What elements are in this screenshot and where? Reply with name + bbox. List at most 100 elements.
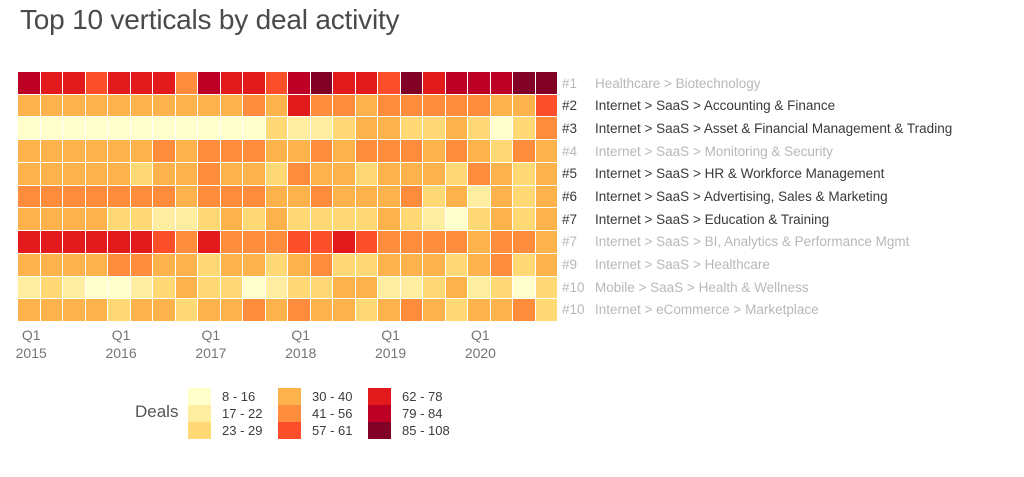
- heatmap-cell: [108, 117, 130, 140]
- legend-swatch: [188, 405, 211, 422]
- row-vertical-name: Internet > SaaS > BI, Analytics & Perfor…: [595, 234, 910, 250]
- heatmap-cell: [153, 208, 175, 231]
- heatmap-cell: [175, 231, 197, 253]
- heatmap-cell: [535, 185, 557, 208]
- heatmap-cell: [445, 276, 467, 299]
- row-vertical-name: Internet > eCommerce > Marketplace: [595, 302, 819, 318]
- heatmap-cell: [265, 208, 287, 231]
- row-rank: #7: [562, 234, 578, 250]
- x-axis-tick: Q1 2019: [374, 327, 407, 361]
- legend: Deals 8 - 16 17 - 22 23 - 29 30 - 40 41 - 56…: [0, 386, 560, 456]
- row-vertical-name: Internet > SaaS > Monitoring & Security: [595, 143, 833, 159]
- heatmap-cell: [310, 208, 332, 231]
- heatmap-cell: [333, 253, 355, 276]
- legend-range: 30 - 40: [312, 389, 353, 404]
- heatmap-cell: [175, 162, 197, 185]
- heatmap-cell: [490, 231, 512, 253]
- heatmap-cell: [468, 276, 490, 299]
- heatmap-cell: [423, 94, 445, 117]
- heatmap-cell: [490, 185, 512, 208]
- heatmap-cell: [468, 140, 490, 162]
- heatmap-cell: [535, 72, 557, 94]
- heatmap-cell: [535, 208, 557, 231]
- heatmap-cell: [378, 72, 400, 94]
- heatmap-cell: [85, 140, 107, 162]
- heatmap-cell: [18, 140, 40, 162]
- heatmap-cell: [85, 299, 107, 321]
- heatmap-cell: [175, 72, 197, 94]
- heatmap-cell: [423, 231, 445, 253]
- heatmap-cell: [40, 231, 62, 253]
- heatmap-cell: [243, 185, 265, 208]
- heatmap-cell: [288, 140, 310, 162]
- heatmap-cell: [18, 208, 40, 231]
- heatmap-cell: [108, 276, 130, 299]
- heatmap-cell: [85, 253, 107, 276]
- row-label: #7 Internet > SaaS > Education & Training: [562, 208, 952, 231]
- heatmap-cell: [378, 185, 400, 208]
- heatmap-cell: [243, 162, 265, 185]
- heatmap-cell: [288, 208, 310, 231]
- row-rank: #5: [562, 166, 578, 182]
- heatmap-cell: [400, 185, 422, 208]
- heatmap-cell: [288, 231, 310, 253]
- heatmap-cell: [490, 162, 512, 185]
- heatmap-cell: [355, 276, 377, 299]
- row-vertical-name: Internet > SaaS > HR & Workforce Managem…: [595, 166, 885, 182]
- heatmap-cell: [468, 162, 490, 185]
- heatmap-cell: [423, 185, 445, 208]
- heatmap-cell: [153, 162, 175, 185]
- heatmap-cell: [18, 117, 40, 140]
- heatmap-cell: [513, 94, 535, 117]
- heatmap-cell: [400, 94, 422, 117]
- heatmap-cell: [243, 94, 265, 117]
- heatmap-cell: [130, 94, 152, 117]
- heatmap-cell: [310, 72, 332, 94]
- heatmap-cell: [153, 231, 175, 253]
- heatmap-cell: [333, 231, 355, 253]
- legend-swatch: [278, 422, 301, 439]
- row-label: #2 Internet > SaaS > Accounting & Finance: [562, 95, 952, 118]
- heatmap-cell: [400, 140, 422, 162]
- heatmap-cell: [355, 185, 377, 208]
- heatmap-cell: [153, 140, 175, 162]
- heatmap-cell: [423, 299, 445, 321]
- heatmap-cell: [400, 253, 422, 276]
- row-rank: #3: [562, 121, 578, 137]
- heatmap-cell: [153, 185, 175, 208]
- heatmap-cell: [198, 253, 220, 276]
- x-axis-tick: Q1 2017: [195, 327, 227, 361]
- heatmap-cell: [535, 94, 557, 117]
- heatmap-cell: [175, 253, 197, 276]
- heatmap-cell: [85, 185, 107, 208]
- row-rank: #4: [562, 143, 578, 159]
- heatmap-cell: [513, 231, 535, 253]
- heatmap-cell: [63, 253, 85, 276]
- heatmap-cell: [130, 117, 152, 140]
- heatmap-cell: [108, 72, 130, 94]
- heatmap-cell: [175, 140, 197, 162]
- heatmap-cell: [198, 185, 220, 208]
- heatmap-cell: [288, 72, 310, 94]
- heatmap-cell: [175, 299, 197, 321]
- heatmap-cell: [198, 231, 220, 253]
- heatmap-cell: [355, 117, 377, 140]
- legend-group: 30 - 40 41 - 56 57 - 61: [278, 388, 368, 439]
- heatmap-cell: [63, 140, 85, 162]
- heatmap-cell: [40, 94, 62, 117]
- heatmap-cell: [40, 299, 62, 321]
- heatmap-cell: [40, 208, 62, 231]
- legend-swatch: [368, 405, 391, 422]
- legend-swatch: [188, 422, 211, 439]
- heatmap-cell: [108, 208, 130, 231]
- heatmap-cell: [220, 117, 242, 140]
- heatmap-cell: [423, 72, 445, 94]
- heatmap-cell: [63, 72, 85, 94]
- heatmap-cell: [198, 117, 220, 140]
- row-rank: #6: [562, 189, 578, 205]
- row-label: #1 Healthcare > Biotechnology: [562, 72, 952, 95]
- heatmap-cell: [108, 162, 130, 185]
- heatmap-cell: [355, 162, 377, 185]
- heatmap-cell: [108, 231, 130, 253]
